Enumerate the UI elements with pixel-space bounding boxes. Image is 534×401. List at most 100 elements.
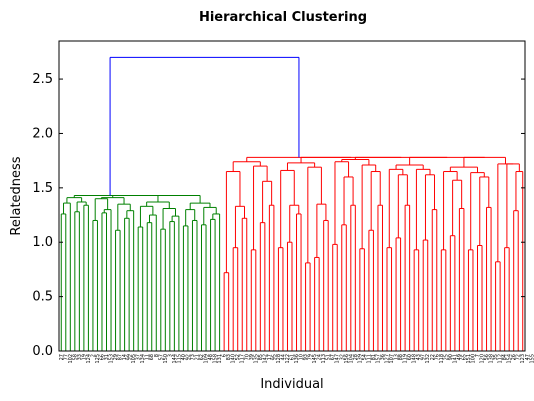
y-tick-label: 0.0 [32, 344, 53, 359]
leaf-label: 32 [339, 354, 345, 360]
leaf-label: 65 [461, 354, 467, 360]
leaf-label: 24 [317, 354, 323, 360]
leaf-label: 43 [416, 354, 422, 360]
leaf-label: 72 [516, 354, 522, 360]
leaf-label: 40 [181, 354, 187, 360]
dendrogram-links [60, 56, 524, 351]
leaf-label: 83 [226, 354, 232, 360]
leaf-label: 142 [262, 354, 268, 364]
leaf-label: 102 [68, 354, 74, 364]
leaf-label: 88 [398, 354, 404, 360]
leaf-label: 58 [72, 354, 78, 360]
leaf-label: 119 [403, 354, 409, 364]
leaf-label: 51 [326, 354, 332, 360]
leaf-label: 35 [493, 354, 499, 360]
y-tick-label: 1.0 [32, 235, 53, 250]
leaf-label: 95 [271, 354, 277, 360]
leaf-label: 2 [90, 354, 96, 357]
leaf-label: 97 [421, 354, 427, 360]
leaf-label: 131 [217, 354, 223, 364]
leaf-label: 31 [104, 354, 110, 360]
leaf-label: 117 [240, 354, 246, 364]
leaf-label: 132 [425, 354, 431, 364]
leaf-label: 25 [443, 354, 449, 360]
plot-area: 0.00.51.01.52.02.5 277710258331912421256… [32, 40, 534, 364]
leaf-label: 79 [308, 354, 314, 360]
leaf-label: 13 [394, 354, 400, 360]
leaf-label: 148 [412, 354, 418, 364]
leaf-label: 52 [235, 354, 241, 360]
leaf-label: 156 [344, 354, 350, 364]
leaf-label: 113 [321, 354, 327, 364]
leaf-label: 3 [167, 354, 173, 357]
y-tick-label: 1.5 [32, 181, 53, 196]
y-axis-label: Relatedness [9, 156, 24, 235]
leaf-label: 85 [258, 354, 264, 360]
leaf-label: 150 [163, 354, 169, 364]
leaf-label: 57 [158, 354, 164, 360]
leaf-label: 112 [498, 354, 504, 364]
leaf-label: 61 [290, 354, 296, 360]
leaf-label: 36 [380, 354, 386, 360]
leaf-label: 99 [127, 354, 133, 360]
leaf-label: 139 [357, 354, 363, 364]
leaf-label: 118 [439, 354, 445, 364]
leaf-label: 128 [276, 354, 282, 364]
leaf-label: 11 [145, 354, 151, 360]
leaf-label: 144 [172, 354, 178, 364]
leaf-label: 125 [95, 354, 101, 364]
leaf-label: 115 [176, 354, 182, 364]
leaf-label: 90 [448, 354, 454, 360]
leaf-label: 157 [375, 354, 381, 364]
leaf-label: 84 [502, 354, 508, 360]
leaf-label: 56 [484, 354, 490, 360]
y-tick-label: 2.5 [32, 72, 53, 87]
leaf-label: 67 [330, 354, 336, 360]
leaf-label: 123 [520, 354, 526, 364]
leaf-label: 81 [371, 354, 377, 360]
leaf-label: 122 [285, 354, 291, 364]
leaf-label: 68 [149, 354, 155, 360]
leaf-label: 147 [335, 354, 341, 364]
leaf-label: 127 [385, 354, 391, 364]
leaf-label: 100 [470, 354, 476, 364]
x-axis-label: Individual [260, 377, 323, 392]
leaf-label: 54 [362, 354, 368, 360]
leaf-label: 151 [466, 354, 472, 364]
leaf-label: 105 [131, 354, 137, 364]
leaf-label: 7 [475, 354, 481, 357]
leaf-label: 145 [312, 354, 318, 364]
y-axis-ticks: 0.0 0.5 1.0 1.5 2.0 2.5 [32, 72, 525, 359]
leaf-label: 135 [253, 354, 259, 364]
leaf-label: 44 [280, 354, 286, 360]
leaf-label: 136 [294, 354, 300, 364]
y-tick-label: 0.5 [32, 290, 53, 305]
leaf-label: 70 [244, 354, 250, 360]
leaf-label: 66 [99, 354, 105, 360]
leaf-label: 17 [267, 354, 273, 360]
leaf-label: 124 [86, 354, 92, 364]
leaf-label: 140 [231, 354, 237, 364]
leaf-label: 109 [204, 354, 210, 364]
leaf-label: 33 [77, 354, 83, 360]
leaf-label: 73 [190, 354, 196, 360]
leaf-label: 19 [81, 354, 87, 360]
leaf-label: 21 [194, 354, 200, 360]
leaf-label: 28 [353, 354, 359, 360]
leaf-label: 107 [389, 354, 395, 364]
axes-frame [58, 40, 526, 352]
leaf-label: 47 [525, 354, 531, 360]
leaf-label: 26 [511, 354, 517, 360]
leaf-label: 10 [299, 354, 305, 360]
leaf-label: 29 [113, 354, 119, 360]
leaf-label: 77 [63, 354, 69, 360]
leaf-labels: 2777102583319124212566311532987149910537… [59, 354, 534, 364]
leaf-label: 14 [122, 354, 128, 360]
chart-title: Hierarchical Clustering [199, 10, 367, 25]
leaf-label: 22 [430, 354, 436, 360]
leaf-label: 120 [480, 354, 486, 364]
leaf-label: 134 [140, 354, 146, 364]
leaf-label: 37 [136, 354, 142, 360]
leaf-label: 111 [366, 354, 372, 364]
